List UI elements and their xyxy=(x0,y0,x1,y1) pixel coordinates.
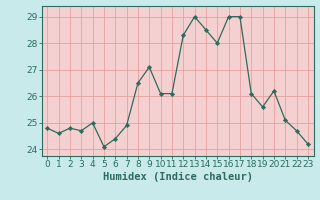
X-axis label: Humidex (Indice chaleur): Humidex (Indice chaleur) xyxy=(103,172,252,182)
